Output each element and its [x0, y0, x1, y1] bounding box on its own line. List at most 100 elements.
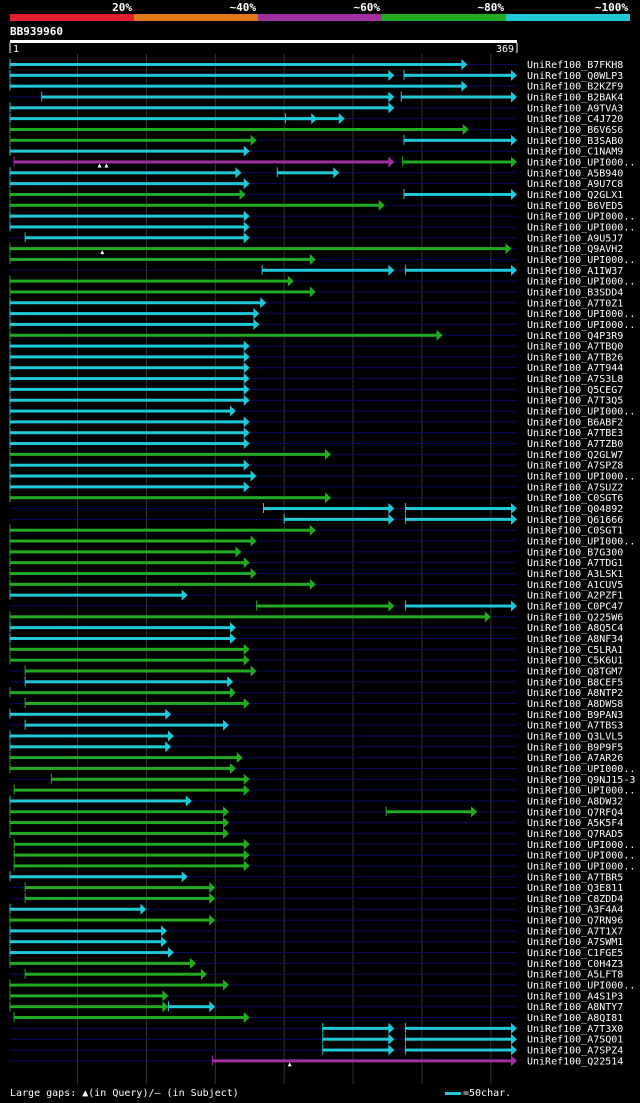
hit-label: UniRef100_Q8TGM7 — [527, 666, 623, 677]
segment-arrowhead — [388, 513, 395, 525]
segment-arrowhead — [243, 178, 250, 190]
hit-label: UniRef100_UPI000.. — [527, 255, 635, 266]
segment-arrowhead — [471, 806, 478, 818]
hit-segment — [10, 561, 246, 565]
hit-segment — [10, 117, 314, 121]
hit-row: UniRef100_C0H4Z3 — [9, 957, 623, 970]
hit-segment — [405, 604, 513, 608]
hit-row: UniRef100_A8NTP2 — [9, 687, 623, 699]
hit-label: UniRef100_A8NTP2 — [527, 688, 623, 699]
scale-label: ~80% — [478, 1, 505, 14]
segment-arrowhead — [243, 232, 250, 244]
segment-arrowhead — [250, 535, 257, 547]
hit-segment — [10, 138, 253, 142]
segment-arrowhead — [243, 351, 250, 363]
hit-label: UniRef100_UPI000.. — [527, 309, 635, 320]
hit-row: UniRef100_UPI000.. — [10, 784, 635, 797]
hit-row: UniRef100_A8QI81 — [10, 1012, 623, 1024]
hit-row: UniRef100_Q2GLW7 — [9, 448, 623, 461]
hit-label: UniRef100_B7FKH8 — [527, 60, 623, 71]
segment-arrowhead — [388, 1022, 395, 1034]
hit-label: UniRef100_B7G300 — [527, 547, 623, 558]
hit-label: UniRef100_UPI000.. — [527, 764, 635, 775]
hit-row: UniRef100_A7TBS3 — [10, 719, 623, 732]
segment-arrowhead — [338, 113, 345, 125]
hit-segment — [256, 604, 391, 608]
hit-label: UniRef100_C1FGE5 — [527, 948, 623, 959]
hit-label: UniRef100_UPI000.. — [527, 407, 635, 418]
segment-arrowhead — [309, 524, 316, 536]
hit-segment — [10, 344, 246, 348]
hit-label: UniRef100_Q22514 — [527, 1056, 623, 1067]
ruler-end-label: 369 — [496, 44, 514, 55]
hit-label: UniRef100_A9U7C8 — [527, 179, 623, 190]
segment-arrowhead — [165, 708, 172, 720]
segment-arrowhead — [235, 546, 242, 558]
hit-label: UniRef100_A5K5F4 — [527, 818, 623, 829]
segment-arrowhead — [229, 405, 236, 417]
segment-arrowhead — [511, 1055, 517, 1067]
hit-segment — [386, 810, 474, 814]
hit-segment — [10, 290, 312, 294]
hit-row: UniRef100_Q5CEG7 — [9, 383, 623, 396]
hit-row: UniRef100_A7TZB0 — [9, 438, 623, 450]
hit-segment — [322, 1048, 391, 1052]
hit-label: UniRef100_UPI000.. — [527, 472, 635, 483]
hit-segment — [10, 463, 246, 467]
hit-segment — [10, 810, 226, 814]
hit-segment — [10, 582, 312, 586]
hit-row: UniRef100_A7TBQ0 — [9, 340, 623, 353]
hit-segment — [10, 907, 143, 911]
segment-arrowhead — [229, 687, 236, 699]
hit-segment — [10, 539, 253, 543]
hit-label: UniRef100_A7SUZ2 — [527, 482, 623, 493]
hit-label: UniRef100_B3SAB0 — [527, 136, 623, 147]
hit-segment — [10, 409, 232, 413]
hit-row: UniRef100_A4S1P3 — [9, 990, 623, 1002]
segment-arrowhead — [260, 297, 267, 309]
hit-segment — [10, 550, 238, 554]
segment-arrowhead — [243, 838, 250, 850]
hit-label: UniRef100_A8Q5C4 — [527, 623, 623, 634]
segment-arrowhead — [287, 275, 294, 287]
hit-row: UniRef100_A8NF34 — [9, 632, 623, 645]
hit-label: UniRef100_C1NAM9 — [527, 147, 623, 158]
segment-arrowhead — [461, 80, 468, 92]
segment-arrowhead — [388, 102, 395, 114]
hit-row: UniRef100_Q22514 — [10, 1055, 623, 1067]
query-gap-marker — [97, 163, 102, 168]
hit-row: UniRef100_A9U7C8 — [9, 178, 623, 190]
hit-segment — [10, 756, 239, 760]
segment-arrowhead — [227, 676, 234, 688]
hit-label: UniRef100_B9P9F5 — [527, 742, 623, 753]
segment-arrowhead — [243, 416, 250, 428]
segment-arrowhead — [243, 362, 250, 374]
hit-segment — [10, 658, 246, 662]
scale-label: 20% — [112, 1, 132, 14]
hit-label: UniRef100_A7SQ01 — [527, 1035, 623, 1046]
hit-segment — [25, 886, 212, 890]
segment-arrowhead — [388, 264, 395, 276]
hit-segment — [168, 1005, 212, 1009]
scale-segment — [258, 14, 382, 21]
hit-label: UniRef100_A1CUV5 — [527, 580, 623, 591]
segment-arrowhead — [243, 383, 250, 395]
hit-label: UniRef100_A5B940 — [527, 168, 623, 179]
scale-label: ~40% — [230, 1, 257, 14]
segment-arrowhead — [378, 199, 385, 211]
segment-arrowhead — [243, 438, 250, 450]
hit-segment — [10, 442, 246, 446]
hit-segment — [285, 117, 341, 121]
segment-arrowhead — [461, 59, 468, 70]
hit-row: UniRef100_B3SDD4 — [9, 286, 623, 298]
hit-row: UniRef100_UPI000.. — [9, 979, 635, 992]
hit-label: UniRef100_Q3LVL5 — [527, 731, 623, 742]
hit-segment — [10, 626, 232, 630]
segment-arrowhead — [243, 340, 250, 352]
hit-segment — [402, 160, 513, 164]
hit-segment — [405, 268, 513, 272]
hit-row: UniRef100_B7FKH8 — [9, 59, 623, 71]
hit-label: UniRef100_Q04892 — [527, 504, 623, 515]
hit-label: UniRef100_A7T944 — [527, 363, 623, 374]
segment-arrowhead — [243, 773, 250, 785]
